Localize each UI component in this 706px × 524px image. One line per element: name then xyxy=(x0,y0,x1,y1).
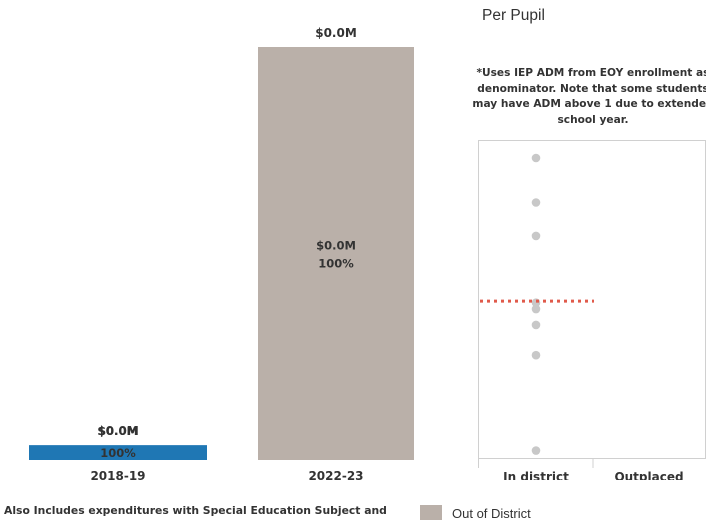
dot-in-district-7 xyxy=(531,446,541,455)
dot-in-district-0 xyxy=(531,153,541,163)
bar-chart: $0.0M$0.0M100%2018-19$0.0M$0.0M100%2022-… xyxy=(29,26,414,483)
dot-plot-frame xyxy=(478,140,706,459)
bar-total-label-2022-23: $0.0M xyxy=(315,26,357,40)
dot-in-district-4 xyxy=(531,304,541,314)
category-label-2018-19: 2018-19 xyxy=(90,469,145,483)
per-pupil-title: Per Pupil xyxy=(482,7,545,24)
bar-pct-label-2018-19: 100% xyxy=(100,446,136,460)
footnote: Also Includes expenditures with Special … xyxy=(4,504,387,517)
dot-in-district-6 xyxy=(531,350,541,360)
dot-in-district-2 xyxy=(531,231,541,241)
adm-note: *Uses IEP ADM from EOY enrollment as den… xyxy=(472,67,706,126)
dot-in-district-5 xyxy=(531,320,541,330)
bar-value-label-2018-19: $0.0M xyxy=(98,424,138,438)
category-label-in-district: In district xyxy=(503,470,569,480)
category-label-2022-23: 2022-23 xyxy=(308,469,363,483)
bar-2018-19 xyxy=(29,445,207,460)
legend-label-out-of-district: Out of District xyxy=(452,506,531,521)
dot-in-district-1 xyxy=(531,198,541,207)
bar-total-label-2018-19: $0.0M xyxy=(97,424,139,438)
category-label-outplaced: Outplaced xyxy=(614,470,683,480)
per-pupil-dot-plot: In district Outplaced xyxy=(478,140,706,480)
legend-swatch-out-of-district xyxy=(420,505,442,520)
bar-2022-23 xyxy=(258,47,414,460)
bar-value-label-2022-23: $0.0M xyxy=(316,239,356,253)
bar-pct-label-2022-23: 100% xyxy=(318,257,354,271)
